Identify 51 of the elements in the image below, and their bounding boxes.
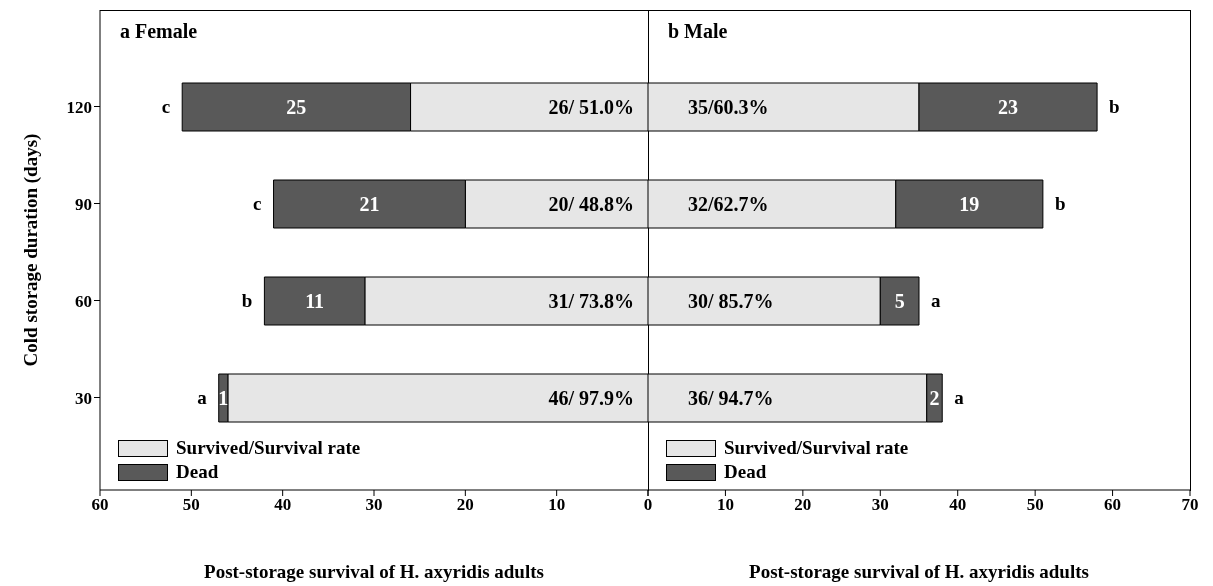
y-axis-title: Cold storage duration (days) xyxy=(19,133,42,367)
x-tick-label: 20 xyxy=(456,495,474,515)
x-tick-label: 30 xyxy=(365,495,383,515)
legend-label: Dead xyxy=(176,461,219,483)
y-tick-label: 90 xyxy=(75,194,92,214)
annotation: b xyxy=(241,290,253,312)
legend-label: Survived/Survival rate xyxy=(724,437,909,459)
data-label: 23 xyxy=(998,96,1019,118)
data-label: 46/ 97.9% xyxy=(548,387,634,409)
annotation: c xyxy=(253,193,262,215)
y-tick-label: 120 xyxy=(66,97,92,117)
data-label: 1 xyxy=(218,387,229,409)
text: b Male xyxy=(668,20,728,43)
x-axis-title: Post-storage survival of H. axyridis adults xyxy=(204,561,544,582)
data-label: 35/60.3% xyxy=(688,96,769,118)
annotation: a xyxy=(931,290,941,312)
annotation: b xyxy=(1109,96,1120,118)
y-tick-label: 30 xyxy=(75,388,92,408)
x-tick-label: 60 xyxy=(1104,495,1122,515)
annotation: a xyxy=(197,387,208,409)
x-tick-label: 40 xyxy=(274,495,292,515)
data-label: 19 xyxy=(959,193,980,215)
data-label: 36/ 94.7% xyxy=(688,387,774,409)
x-tick-label: 40 xyxy=(949,495,967,515)
x-tick-label: 60 xyxy=(91,495,109,515)
x-tick-label: 30 xyxy=(871,495,889,515)
legend-label: Dead xyxy=(724,461,767,483)
legend-label: Survived/Survival rate xyxy=(176,437,361,459)
x-tick-label: 50 xyxy=(182,495,200,515)
x-tick-label: 20 xyxy=(794,495,812,515)
data-label: 26/ 51.0% xyxy=(548,96,634,118)
annotation: c xyxy=(161,96,171,118)
x-tick-label: 50 xyxy=(1026,495,1044,515)
y-tick-label: 60 xyxy=(75,291,92,311)
annotation: b xyxy=(1054,193,1066,215)
data-label: 30/ 85.7% xyxy=(688,290,774,312)
data-label: 25 xyxy=(286,96,307,118)
x-tick-label: 0 xyxy=(643,495,653,515)
text: a Female xyxy=(120,20,198,43)
data-label: 21 xyxy=(359,193,380,215)
data-label: 32/62.7% xyxy=(688,193,769,215)
x-tick-label: 70 xyxy=(1181,495,1199,515)
x-tick-label: 10 xyxy=(548,495,566,515)
data-label: 31/ 73.8% xyxy=(548,290,634,312)
x-axis-title: Post-storage survival of H. axyridis adults xyxy=(749,561,1089,582)
x-tick-label: 10 xyxy=(716,495,734,515)
data-label: 11 xyxy=(305,290,325,312)
annotation: a xyxy=(954,387,965,409)
data-label: 5 xyxy=(894,290,905,312)
data-label: 20/ 48.8% xyxy=(548,193,634,215)
data-label: 2 xyxy=(929,387,940,409)
